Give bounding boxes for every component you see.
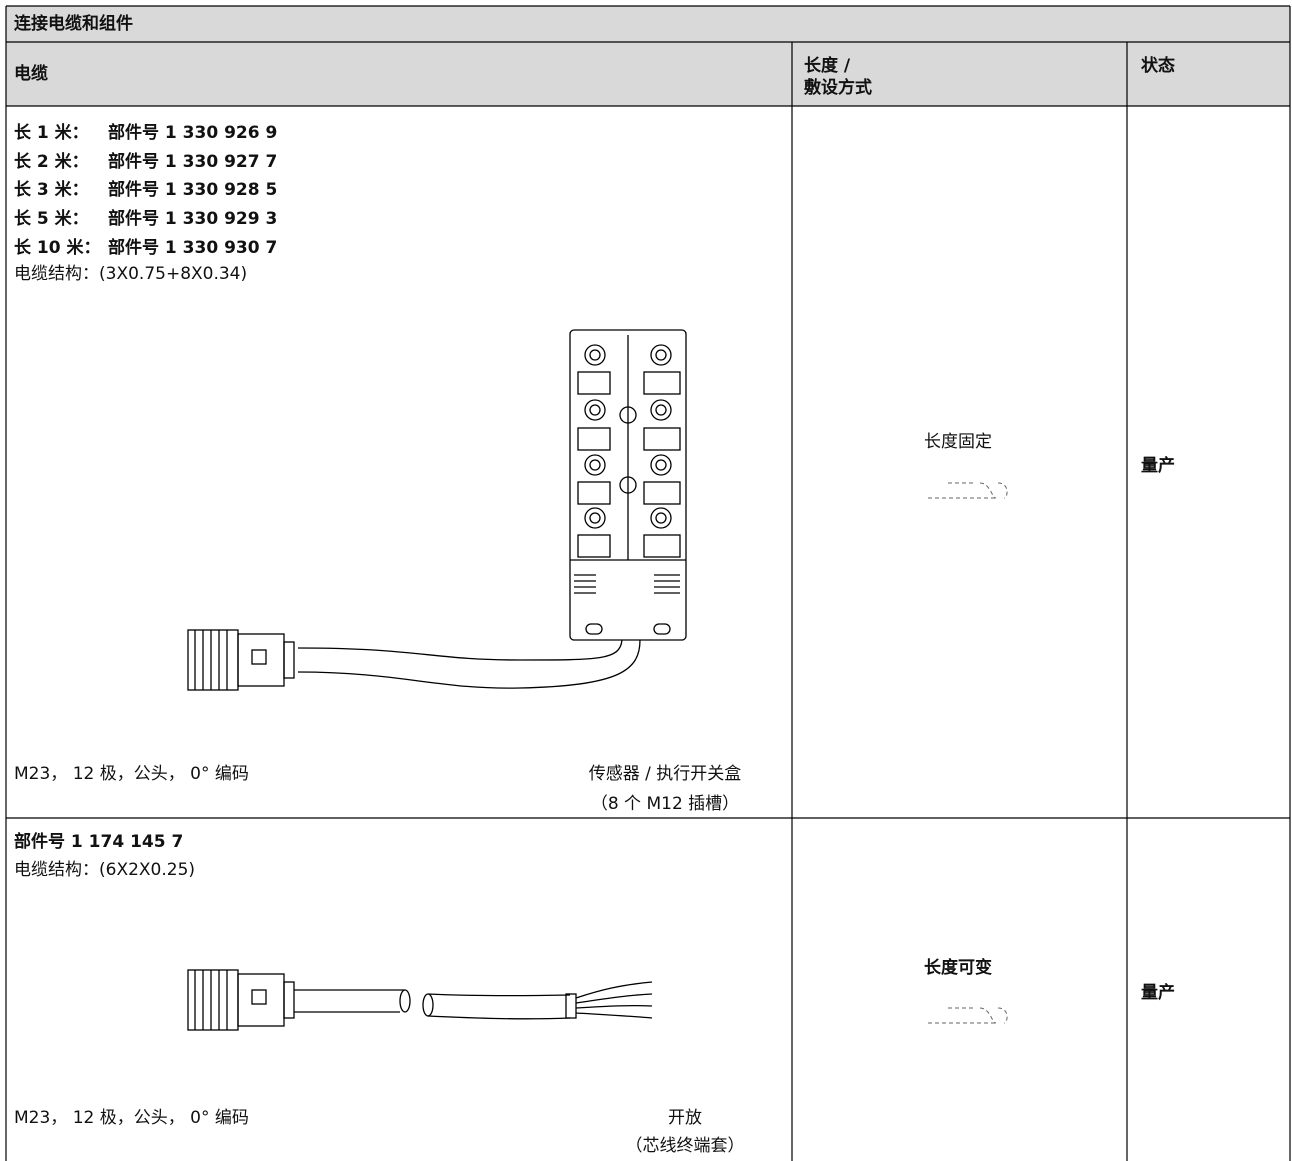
part-number: 部件号 1 174 145 7: [14, 832, 184, 852]
connector-label: M23， 12 极，公头， 0° 编码: [14, 764, 249, 784]
part-list: 长 1 米： 部件号 1 330 926 9 长 2 米： 部件号 1 330 927…: [14, 119, 277, 263]
target-label: 传感器 / 执行开关盒: [588, 764, 742, 784]
status: 量产: [1141, 456, 1175, 476]
part-length: 长 3 米：: [14, 180, 89, 201]
cable-structure: 电缆结构：(6X2X0.25): [14, 860, 196, 880]
header-status: 状态: [1141, 56, 1175, 76]
target-label: 开放: [668, 1108, 702, 1128]
header-bg: [6, 6, 1290, 106]
sensor-box-drawing: [297, 329, 687, 689]
m23-connector-drawing: [187, 629, 295, 691]
part-number: 部件号 1 330 926 9: [108, 123, 278, 143]
part-number: 部件号 1 330 929 3: [108, 209, 278, 230]
m23-connector-drawing-2: [187, 969, 653, 1031]
fixed-length-icon: [928, 482, 1008, 499]
part-number: 部件号 1 330 927 7: [108, 151, 278, 172]
length-type: 长度固定: [924, 432, 992, 452]
length-type: 长度可变: [924, 958, 992, 978]
connector-label: M23， 12 极，公头， 0° 编码: [14, 1108, 249, 1128]
part-line: 长 3 米： 部件号 1 330 928 5: [14, 176, 277, 205]
status: 量产: [1141, 983, 1175, 1003]
header-cable: 电缆: [14, 64, 48, 84]
cable-structure: 电缆结构：(3X0.75+8X0.34): [14, 264, 248, 284]
part-number: 部件号 1 330 928 5: [108, 180, 278, 201]
part-line: 长 5 米： 部件号 1 330 929 3: [14, 205, 277, 234]
part-length: 长 5 米：: [14, 209, 89, 230]
part-length: 长 2 米：: [14, 151, 89, 172]
target-sub-label: （8 个 M12 插槽）: [590, 794, 740, 814]
target-sub-label: （芯线终端套）: [625, 1136, 745, 1156]
part-line: 长 2 米： 部件号 1 330 927 7: [14, 148, 277, 177]
header-laying: 敷设方式: [804, 78, 872, 98]
part-number: 部件号 1 330 930 7: [108, 237, 278, 258]
part-line: 长 10 米： 部件号 1 330 930 7: [14, 234, 277, 263]
table-title: 连接电缆和组件: [14, 14, 133, 34]
part-length: 长 10 米：: [14, 237, 101, 258]
part-length: 长 1 米：: [14, 123, 89, 143]
part-line: 长 1 米： 部件号 1 330 926 9: [14, 119, 277, 148]
table-lines: [5, 5, 1291, 1161]
header-length: 长度 /: [804, 56, 851, 76]
variable-length-icon: [928, 1007, 1008, 1024]
